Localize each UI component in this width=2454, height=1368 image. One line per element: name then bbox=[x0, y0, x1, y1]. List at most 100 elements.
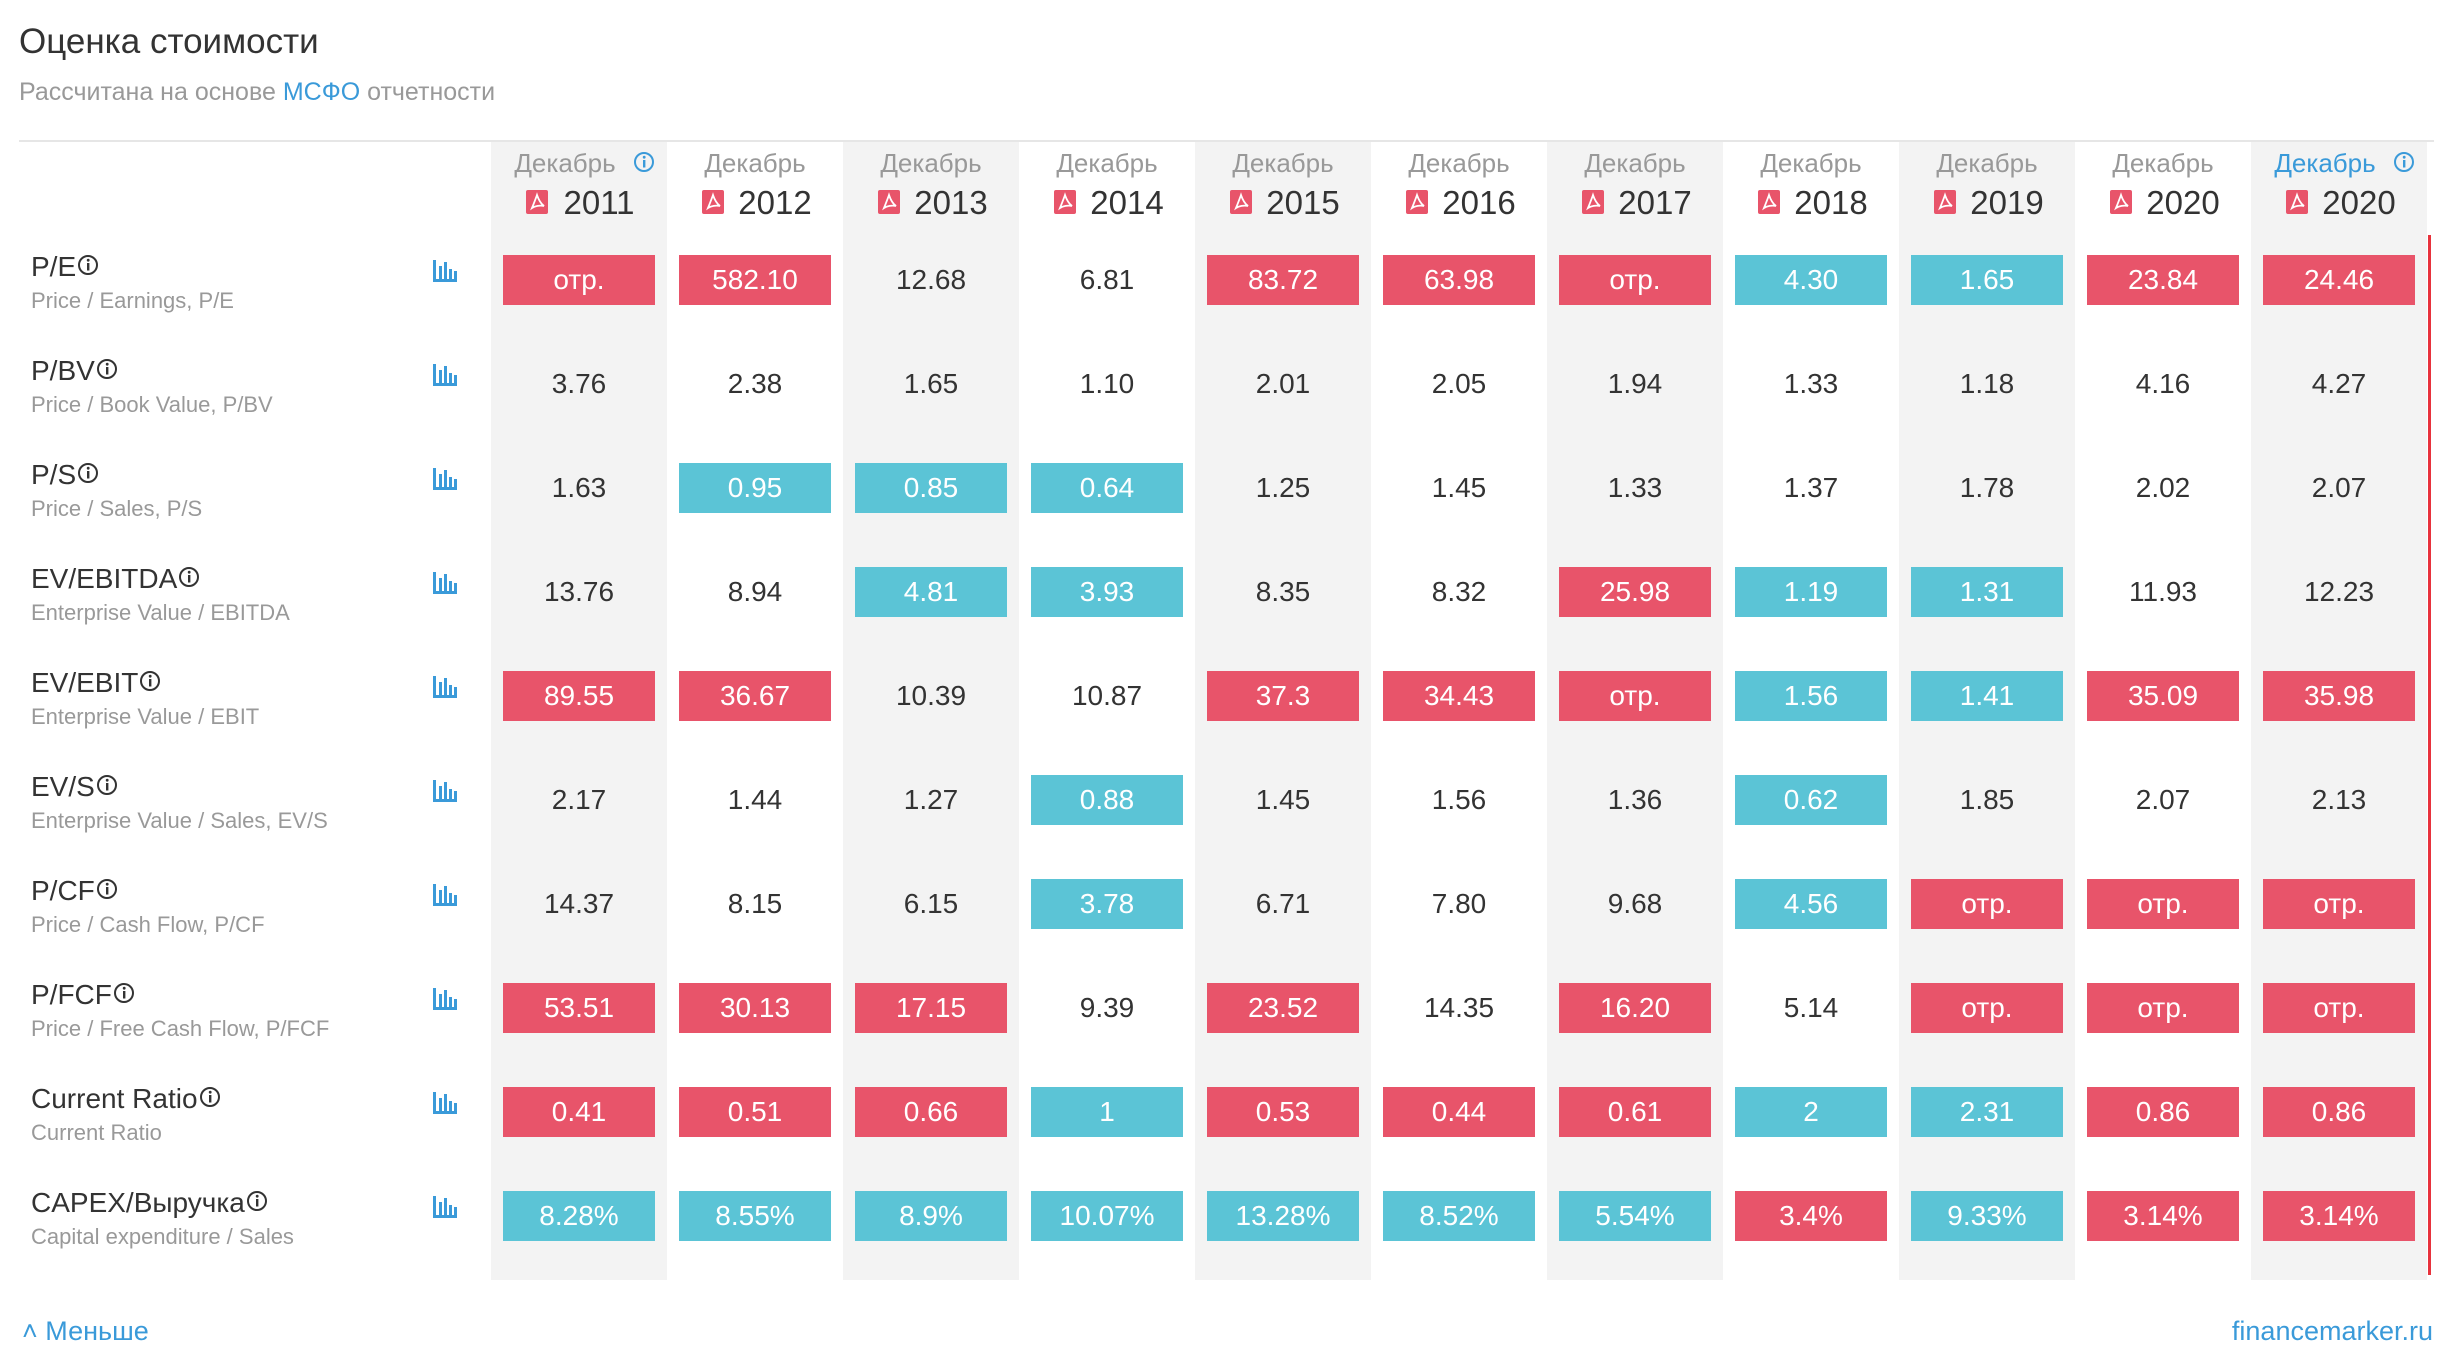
column-month: Декабрь bbox=[2274, 148, 2376, 178]
chart-icon[interactable] bbox=[433, 572, 457, 594]
info-icon[interactable] bbox=[113, 982, 135, 1004]
value-cell: 1.31 bbox=[1911, 567, 2063, 617]
pdf-icon[interactable] bbox=[1053, 189, 1077, 215]
pdf-icon[interactable] bbox=[2285, 189, 2309, 215]
value-cell: 8.15 bbox=[727, 888, 783, 919]
value-cell: 1.63 bbox=[551, 472, 607, 503]
chart-icon[interactable] bbox=[433, 468, 457, 490]
value-cell: 6.15 bbox=[903, 888, 959, 919]
value-cell: 6.81 bbox=[1079, 264, 1135, 295]
column-year: 2011 bbox=[563, 184, 635, 221]
column-month: Декабрь bbox=[2112, 148, 2214, 178]
value-cell: 9.33% bbox=[1911, 1191, 2063, 1241]
value-cell: 11.93 bbox=[2129, 576, 2197, 607]
chart-icon[interactable] bbox=[433, 780, 457, 802]
row-name: P/CF bbox=[31, 875, 95, 906]
value-cell: 89.55 bbox=[503, 671, 655, 721]
info-icon[interactable] bbox=[246, 1190, 268, 1212]
value-cell: 5.54% bbox=[1559, 1191, 1711, 1241]
column-year: 2016 bbox=[1442, 184, 1516, 221]
value-cell: 4.81 bbox=[855, 567, 1007, 617]
value-cell: 3.93 bbox=[1031, 567, 1183, 617]
value-cell: 12.68 bbox=[895, 264, 967, 295]
value-cell: 2.02 bbox=[2135, 472, 2191, 503]
value-cell: отр. bbox=[2263, 983, 2415, 1033]
row-name: P/FCF bbox=[31, 979, 112, 1010]
value-cell: 14.35 bbox=[1423, 992, 1495, 1023]
chevron: ˄ bbox=[22, 1316, 46, 1346]
value-cell: 9.68 bbox=[1607, 888, 1663, 919]
chart-icon[interactable] bbox=[433, 260, 457, 282]
value-cell: 2.17 bbox=[551, 784, 607, 815]
pdf-icon[interactable] bbox=[701, 189, 725, 215]
column-year: 2014 bbox=[1090, 184, 1164, 221]
info-icon[interactable] bbox=[178, 566, 200, 588]
brand-link[interactable]: financemarker.ru bbox=[2231, 1316, 2433, 1346]
value-cell: 8.35 bbox=[1255, 576, 1311, 607]
value-cell: 0.61 bbox=[1559, 1087, 1711, 1137]
value-cell: 23.84 bbox=[2087, 255, 2239, 305]
value-cell: 17.15 bbox=[855, 983, 1007, 1033]
chart-icon[interactable] bbox=[433, 988, 457, 1010]
pdf-icon[interactable] bbox=[877, 189, 901, 215]
chart-icon[interactable] bbox=[433, 884, 457, 906]
chart-icon[interactable] bbox=[433, 1092, 457, 1114]
info-icon[interactable] bbox=[96, 358, 118, 380]
value-cell: 3.78 bbox=[1031, 879, 1183, 929]
value-cell: 0.62 bbox=[1735, 775, 1887, 825]
pdf-icon[interactable] bbox=[2109, 189, 2133, 215]
value-cell: 6.71 bbox=[1255, 888, 1311, 919]
ifrs-link[interactable]: МСФО bbox=[282, 78, 361, 106]
current-marker bbox=[2428, 235, 2431, 1275]
column-month: Декабрь bbox=[1408, 148, 1510, 178]
value-cell: 3.4% bbox=[1735, 1191, 1887, 1241]
row-subtitle: Price / Sales, P/S bbox=[31, 496, 203, 521]
value-cell: 1.25 bbox=[1255, 472, 1311, 503]
info-icon[interactable] bbox=[96, 774, 118, 796]
pdf-icon[interactable] bbox=[1933, 189, 1957, 215]
info-icon[interactable] bbox=[77, 254, 99, 276]
info-icon[interactable] bbox=[199, 1086, 221, 1108]
info-icon[interactable] bbox=[96, 878, 118, 900]
value-cell: 2.07 bbox=[2311, 472, 2367, 503]
value-cell: 1.37 bbox=[1783, 472, 1839, 503]
row-subtitle: Enterprise Value / EBITDA bbox=[31, 600, 290, 625]
value-cell: 0.95 bbox=[679, 463, 831, 513]
column-month: Декабрь bbox=[1056, 148, 1158, 178]
value-cell: 8.94 bbox=[727, 576, 783, 607]
row-subtitle: Capital expenditure / Sales bbox=[31, 1224, 294, 1249]
value-cell: 24.46 bbox=[2263, 255, 2415, 305]
value-cell: 25.98 bbox=[1559, 567, 1711, 617]
pdf-icon[interactable] bbox=[525, 189, 549, 215]
value-cell: 10.39 bbox=[895, 680, 967, 711]
row-subtitle: Current Ratio bbox=[31, 1120, 162, 1145]
value-cell: 36.67 bbox=[679, 671, 831, 721]
value-cell: 3.14% bbox=[2263, 1191, 2415, 1241]
value-cell: 1.45 bbox=[1431, 472, 1487, 503]
chart-icon[interactable] bbox=[433, 364, 457, 386]
value-cell: 1.85 bbox=[1959, 784, 2015, 815]
chart-icon[interactable] bbox=[433, 1196, 457, 1218]
collapse-toggle[interactable]: ˄ Меньше bbox=[22, 1316, 149, 1347]
value-cell: 35.98 bbox=[2263, 671, 2415, 721]
pdf-icon[interactable] bbox=[1229, 189, 1253, 215]
value-cell: 0.64 bbox=[1031, 463, 1183, 513]
pdf-icon[interactable] bbox=[1405, 189, 1429, 215]
chart-icon[interactable] bbox=[433, 676, 457, 698]
value-cell: отр. bbox=[2263, 879, 2415, 929]
value-cell: 1.56 bbox=[1735, 671, 1887, 721]
value-cell: 1.41 bbox=[1911, 671, 2063, 721]
value-cell: 2.07 bbox=[2135, 784, 2191, 815]
info-icon[interactable] bbox=[633, 151, 655, 173]
value-cell: 16.20 bbox=[1559, 983, 1711, 1033]
column-year: 2015 bbox=[1266, 184, 1340, 221]
info-icon[interactable] bbox=[2393, 151, 2415, 173]
pdf-icon[interactable] bbox=[1757, 189, 1781, 215]
value-cell: отр. bbox=[2087, 983, 2239, 1033]
info-icon[interactable] bbox=[77, 462, 99, 484]
info-icon[interactable] bbox=[139, 670, 161, 692]
pdf-icon[interactable] bbox=[1581, 189, 1605, 215]
value-cell: 0.41 bbox=[503, 1087, 655, 1137]
value-cell: 2.31 bbox=[1911, 1087, 2063, 1137]
